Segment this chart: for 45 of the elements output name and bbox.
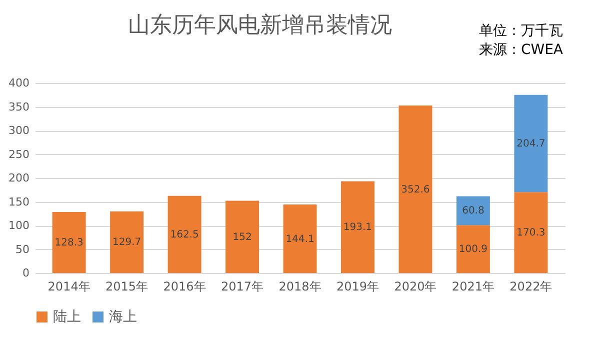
text: 单位：万千瓦	[478, 22, 563, 41]
y-tick-label: 300	[8, 124, 30, 137]
y-tick-label: 100	[8, 219, 30, 232]
data-label: 193.1	[343, 222, 372, 234]
bar	[340, 181, 374, 273]
y-tick-label: 400	[8, 76, 30, 90]
y-tick-label: 0	[22, 266, 30, 280]
data-label: 152	[232, 232, 252, 243]
x-tick-label: 2018年	[278, 280, 322, 294]
x-tick-label: 2015年	[106, 280, 148, 294]
bar	[456, 225, 490, 273]
bar	[514, 94, 548, 192]
y-tick-label: 350	[8, 100, 30, 114]
data-label: 204.7	[516, 138, 546, 150]
bar	[226, 200, 260, 273]
x-tick-label: 2019年	[336, 280, 380, 294]
data-label: 100.9	[458, 244, 488, 256]
data-label: 162.5	[170, 229, 199, 240]
x-tick-label: 2017年	[220, 280, 264, 294]
bar	[168, 196, 202, 273]
y-tick-label: 250	[8, 148, 30, 161]
bar	[456, 196, 490, 226]
legend-label: 陆上	[53, 309, 81, 325]
chart-title: 山东历年风电新增吊装情况	[128, 13, 392, 38]
bar	[514, 192, 548, 273]
data-label: 129.7	[112, 237, 142, 248]
data-label: 170.3	[516, 228, 546, 239]
bar	[398, 106, 432, 273]
x-tick-label: 2022年	[510, 280, 552, 294]
y-tick-label: 50	[16, 242, 30, 256]
bar	[52, 212, 86, 273]
legend-label: 海上	[109, 309, 137, 325]
data-label: 128.3	[54, 238, 84, 249]
data-label: 60.8	[462, 206, 484, 217]
source-note: 来源：CWEA	[478, 41, 563, 60]
data-label: 352.6	[401, 184, 430, 196]
x-tick-label: 2020年	[394, 280, 437, 294]
y-tick-label: 150	[8, 195, 30, 208]
x-tick-label: 2021年	[452, 280, 494, 294]
bar	[283, 204, 317, 273]
x-tick-label: 2016年	[163, 280, 206, 294]
bar	[110, 211, 144, 273]
data-label: 144.1	[286, 234, 314, 245]
y-tick-label: 200	[8, 172, 30, 184]
x-tick-label: 2014年	[48, 280, 90, 294]
